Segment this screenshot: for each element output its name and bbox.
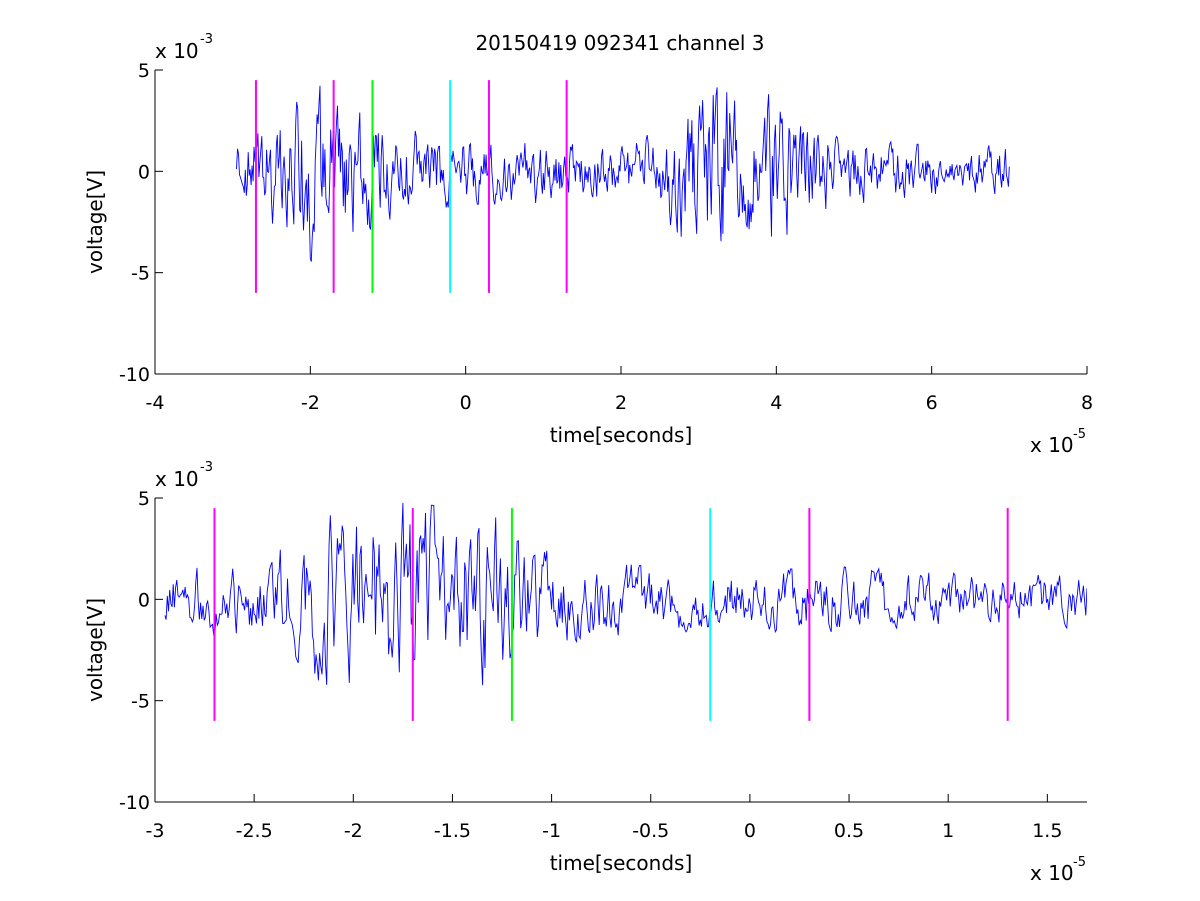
y-tick-label: 5 [138, 60, 150, 82]
x-tick-label: 0 [744, 820, 756, 842]
y-axis-label: voltage[V] [83, 170, 107, 274]
y-tick-label: 0 [138, 589, 150, 611]
x-tick-label: 6 [926, 392, 938, 414]
x-tick-label: 1 [942, 820, 954, 842]
y-tick-label: -5 [131, 691, 150, 713]
x-tick-label: 0 [460, 392, 472, 414]
x-tick-label: 4 [770, 392, 782, 414]
x-tick-label: -4 [146, 392, 165, 414]
y-tick-label: -5 [131, 263, 150, 285]
y-tick-label: 5 [138, 488, 150, 510]
x-tick-label: 8 [1081, 392, 1093, 414]
x-tick-label: 0.5 [834, 820, 864, 842]
x-tick-label: 2 [615, 392, 627, 414]
x-axis-label: time[seconds] [550, 851, 693, 875]
top-axes: -4 -2 0 2 4 6 8 -10 -5 0 5 time[seconds] voltage[V] x… [83, 32, 1093, 457]
y-tick-label: -10 [119, 792, 150, 814]
y-tick-label: 0 [138, 161, 150, 183]
x-tick-label: -3 [146, 820, 165, 842]
x-tick-label: -2 [301, 392, 320, 414]
x-axis-label: time[seconds] [550, 423, 693, 447]
y-exponent-power: -3 [200, 460, 213, 475]
x-exponent-label: x 10 [1030, 433, 1074, 457]
x-tick-label: -2 [344, 820, 363, 842]
x-exponent-label: x 10 [1030, 861, 1074, 885]
bottom-axes: -3 -2.5 -2 -1.5 -1 -0.5 0 0.5 1 1.5 -10 -5 0 5 time[se… [83, 460, 1087, 885]
signal-trace [164, 502, 1087, 686]
x-tick-label: -2.5 [236, 820, 273, 842]
y-exponent-power: -3 [200, 32, 213, 47]
y-exponent-label: x 10 [155, 39, 199, 63]
y-exponent-label: x 10 [155, 467, 199, 491]
chart-title: 20150419 092341 channel 3 [475, 31, 764, 55]
x-tick-label: -1.5 [434, 820, 471, 842]
signal-trace [236, 85, 1010, 262]
y-tick-label: -10 [119, 364, 150, 386]
x-exponent-power: -5 [1073, 427, 1086, 442]
x-tick-label: -1 [542, 820, 561, 842]
y-axis-label: voltage[V] [83, 598, 107, 702]
x-tick-label: -0.5 [632, 820, 669, 842]
x-exponent-power: -5 [1073, 855, 1086, 870]
x-tick-label: 1.5 [1032, 820, 1062, 842]
